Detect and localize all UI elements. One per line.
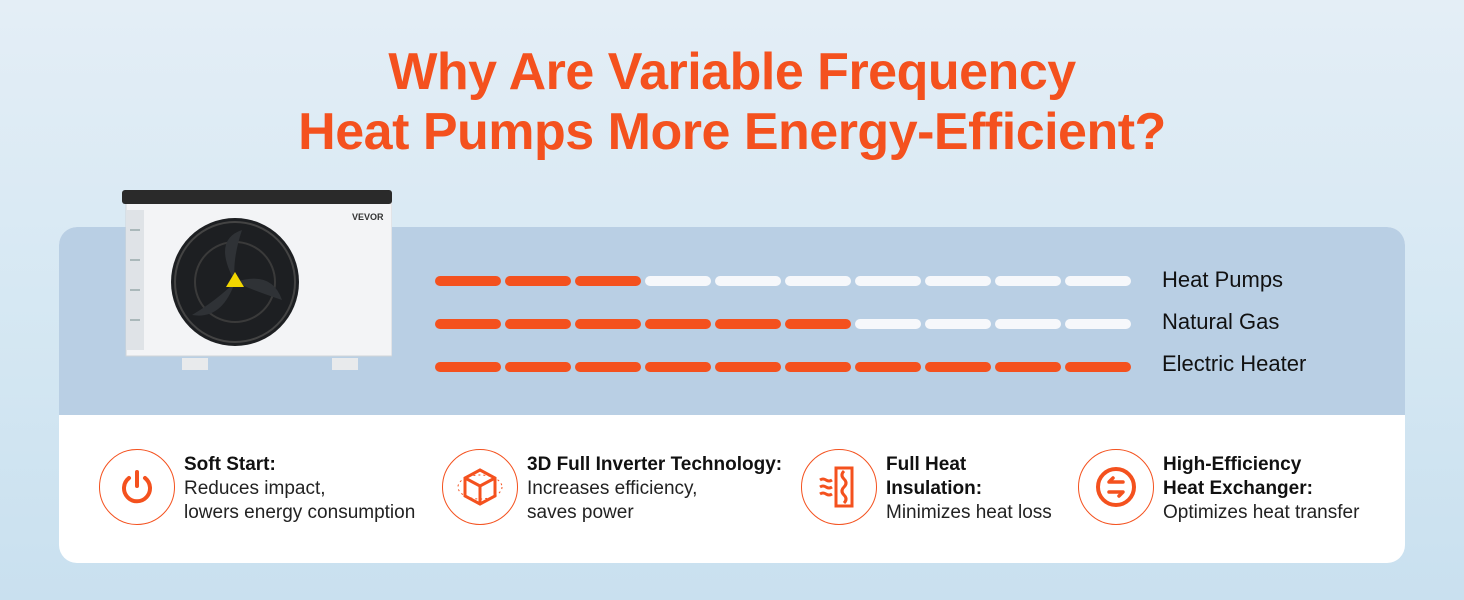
- bar-segment-filled: [925, 362, 991, 372]
- cube-icon: [442, 449, 518, 525]
- feature-desc: Increases efficiency,: [527, 478, 698, 499]
- feature-desc: saves power: [527, 502, 634, 523]
- bar-segment-empty: [855, 319, 921, 329]
- bar-segment-empty: [995, 276, 1061, 286]
- title-line-1: Why Are Variable Frequency: [388, 43, 1076, 101]
- bar-segment-filled: [995, 362, 1061, 372]
- bar-segment-empty: [785, 276, 851, 286]
- feature-title: Soft Start:: [184, 454, 276, 475]
- label-electric-heater: Electric Heater: [1162, 351, 1307, 376]
- bar-segment-filled: [505, 276, 571, 286]
- bar-segment-filled: [645, 319, 711, 329]
- bar-segment-filled: [435, 319, 501, 329]
- bar-segment-filled: [575, 362, 641, 372]
- power-icon: [99, 449, 175, 525]
- bar-segment-filled: [435, 362, 501, 372]
- bar-row-natural-gas: [435, 318, 1131, 330]
- bar-segment-filled: [575, 276, 641, 286]
- title-line-2: Heat Pumps More Energy-Efficient?: [298, 103, 1166, 161]
- feature-title: 3D Full Inverter Technology:: [527, 454, 783, 475]
- efficiency-bars: [435, 275, 1131, 404]
- feature-soft-start: Soft Start: Reduces impact, lowers energy …: [99, 449, 415, 525]
- feature-desc: Reduces impact,: [184, 478, 326, 499]
- brand-logo: VEVOR: [352, 212, 384, 222]
- bar-row-heat-pumps: [435, 275, 1131, 287]
- feature-title: Full Heat Insulation:: [886, 454, 983, 499]
- bar-segment-filled: [715, 362, 781, 372]
- bar-segment-filled: [435, 276, 501, 286]
- bar-segment-empty: [1065, 276, 1131, 286]
- bar-segment-filled: [505, 362, 571, 372]
- feature-insulation: Full Heat Insulation: Minimizes heat loss: [801, 449, 1052, 525]
- bar-row-electric-heater: [435, 361, 1131, 373]
- bar-segment-filled: [1065, 362, 1131, 372]
- bar-segment-filled: [785, 362, 851, 372]
- bar-segment-filled: [785, 319, 851, 329]
- page-title: Why Are Variable Frequency Heat Pumps Mo…: [0, 42, 1464, 162]
- bar-labels: Heat Pumps Natural Gas Electric Heater: [1162, 267, 1306, 393]
- bar-segment-empty: [855, 276, 921, 286]
- bar-segment-empty: [995, 319, 1061, 329]
- bar-segment-empty: [925, 276, 991, 286]
- feature-desc: lowers energy consumption: [184, 502, 416, 523]
- bar-segment-filled: [715, 319, 781, 329]
- label-natural-gas: Natural Gas: [1162, 309, 1280, 334]
- feature-desc: Optimizes heat transfer: [1163, 502, 1360, 523]
- comparison-panel: Heat Pumps Natural Gas Electric Heater S…: [59, 227, 1405, 563]
- bar-segment-empty: [925, 319, 991, 329]
- feature-desc: Minimizes heat loss: [886, 502, 1052, 523]
- bar-segment-filled: [575, 319, 641, 329]
- feature-title: High-Efficiency Heat Exchanger:: [1163, 454, 1313, 499]
- label-heat-pumps: Heat Pumps: [1162, 267, 1284, 292]
- bar-segment-empty: [1065, 319, 1131, 329]
- exchange-icon: [1078, 449, 1154, 525]
- insulation-icon: [801, 449, 877, 525]
- bar-segment-filled: [855, 362, 921, 372]
- bar-segment-empty: [715, 276, 781, 286]
- bar-segment-filled: [505, 319, 571, 329]
- feature-inverter: 3D Full Inverter Technology: Increases ef…: [442, 449, 782, 525]
- heat-pump-image: VEVOR: [122, 190, 393, 378]
- feature-heat-exchanger: High-Efficiency Heat Exchanger: Optimizes…: [1078, 449, 1359, 525]
- bar-segment-filled: [645, 362, 711, 372]
- bar-segment-empty: [645, 276, 711, 286]
